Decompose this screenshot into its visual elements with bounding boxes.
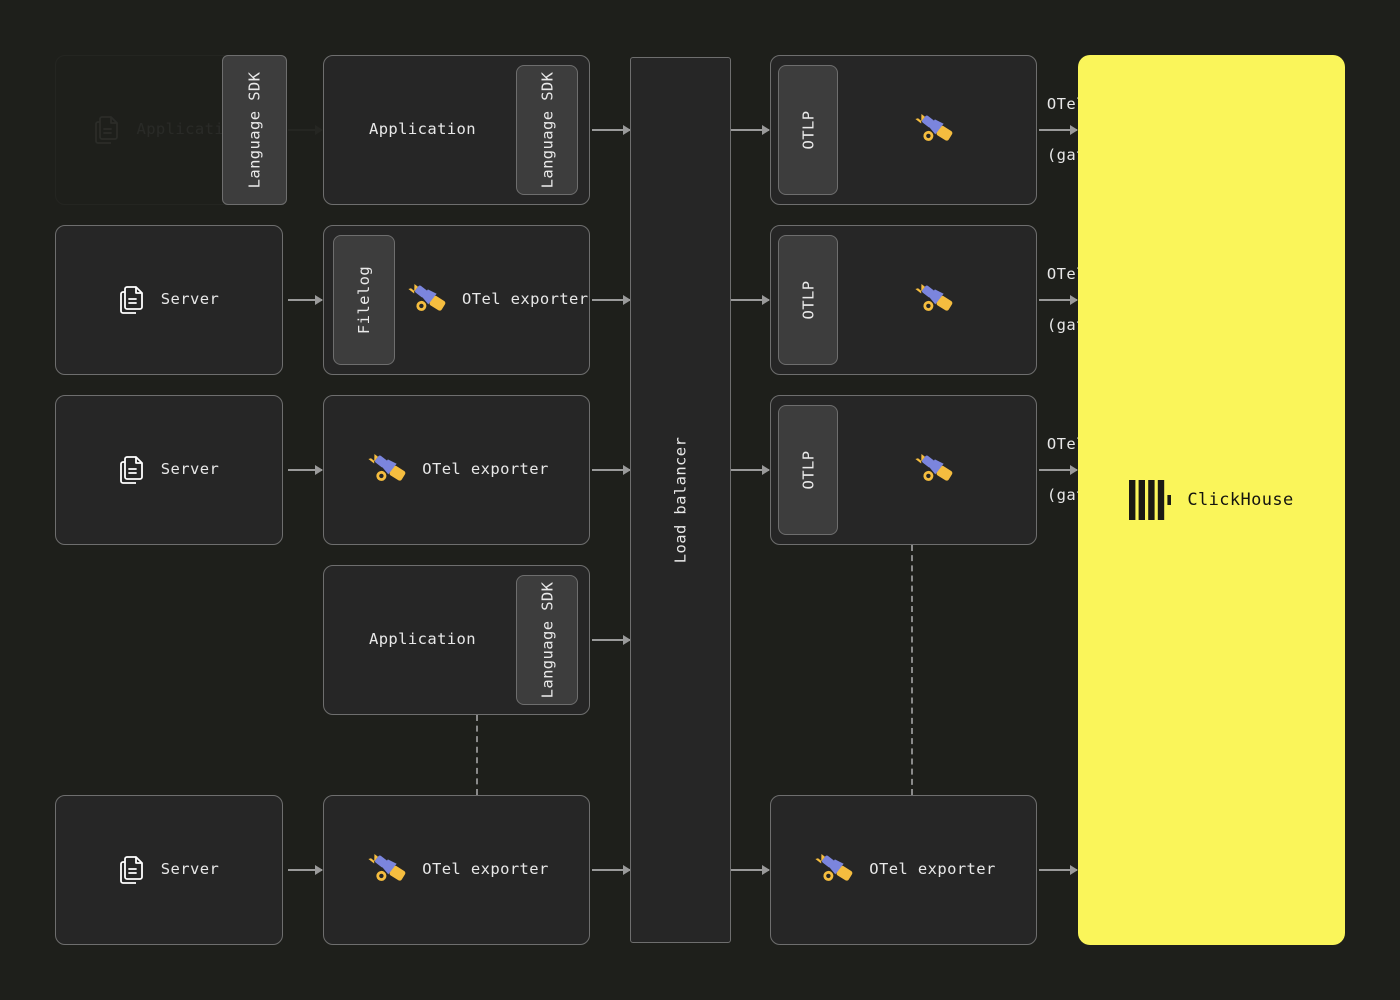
- otel-exporter-content-2: OTel exporter: [364, 446, 549, 494]
- otel-exporter-content-3: OTel exporter: [364, 846, 549, 894]
- arrow-exporter3-to-lb: [592, 869, 630, 871]
- server-node-1[interactable]: Server: [55, 225, 283, 375]
- filelog-exporter-content: OTel exporter: [404, 276, 589, 324]
- server-label-2: Server: [160, 460, 220, 479]
- language-sdk-label-1: Language SDK: [538, 71, 557, 189]
- otel-telescope-icon: [915, 283, 953, 311]
- filelog-label: Filelog: [355, 265, 373, 335]
- ghost-language-sdk-label: Language SDK: [245, 71, 264, 189]
- otel-exporter-label-1: OTel exporter: [462, 290, 589, 309]
- otel-telescope-icon: [368, 453, 406, 481]
- otel-exporter-label-3: OTel exporter: [422, 860, 549, 879]
- otlp-chip-1[interactable]: OTLP: [778, 65, 838, 195]
- server-content-3: Server: [119, 855, 219, 885]
- server-documents-icon: [119, 856, 143, 884]
- language-sdk-chip-2[interactable]: Language SDK: [516, 575, 578, 705]
- otel-exporter-node-3[interactable]: OTel exporter: [323, 795, 590, 945]
- clickhouse-panel[interactable]: ClickHouse: [1078, 55, 1345, 945]
- otlp-label-1: OTLP: [799, 110, 817, 150]
- otel-telescope-icon: [408, 283, 446, 311]
- arrow-exporter4-to-clickhouse: [1039, 869, 1077, 871]
- arrow-filelog-to-lb: [592, 299, 630, 301]
- otel-exporter-content-4: OTel exporter: [811, 846, 996, 894]
- server-label-3: Server: [160, 860, 220, 879]
- otel-exporter-node-4[interactable]: OTel exporter: [770, 795, 1037, 945]
- application-label-2: Application: [368, 630, 477, 649]
- dashed-link-app2-to-exporter3: [476, 715, 478, 795]
- arrow-lb-to-collector1: [731, 129, 769, 131]
- arrow-collector3-to-clickhouse: [1039, 469, 1077, 471]
- dashed-link-collector3-to-exporter4: [911, 545, 913, 795]
- server-content-1: Server: [119, 285, 219, 315]
- arrow-lb-to-collector2: [731, 299, 769, 301]
- otlp-label-3: OTLP: [799, 450, 817, 490]
- otlp-label-2: OTLP: [799, 280, 817, 320]
- arrow-exporter2-to-lb: [592, 469, 630, 471]
- arrow-server1-to-filelog: [288, 299, 322, 301]
- otlp-chip-3[interactable]: OTLP: [778, 405, 838, 535]
- clickhouse-bars-logo: [1129, 480, 1172, 520]
- arrow-server2-to-exporter2: [288, 469, 322, 471]
- load-balancer-label: Load balancer: [671, 436, 690, 564]
- arrow-collector1-to-clickhouse: [1039, 129, 1077, 131]
- otel-telescope-icon: [915, 453, 953, 481]
- otel-exporter-node-2[interactable]: OTel exporter: [323, 395, 590, 545]
- filelog-chip[interactable]: Filelog: [333, 235, 395, 365]
- arrow-server3-to-exporter3: [288, 869, 322, 871]
- clickhouse-label: ClickHouse: [1187, 490, 1294, 510]
- otlp-chip-2[interactable]: OTLP: [778, 235, 838, 365]
- clickhouse-brand: ClickHouse: [1129, 480, 1293, 520]
- otel-telescope-icon: [915, 113, 953, 141]
- ghost-arrow: [288, 129, 322, 131]
- language-sdk-label-2: Language SDK: [538, 581, 557, 699]
- arrow-app2-to-lb: [592, 639, 630, 641]
- arrow-lb-to-collector3: [731, 469, 769, 471]
- server-node-3[interactable]: Server: [55, 795, 283, 945]
- application-label-1: Application: [368, 120, 477, 139]
- server-node-2[interactable]: Server: [55, 395, 283, 545]
- server-label-1: Server: [160, 290, 220, 309]
- ghost-application-content: Application: [94, 115, 243, 145]
- otel-telescope-icon: [368, 853, 406, 881]
- server-content-2: Server: [119, 455, 219, 485]
- server-documents-icon: [119, 456, 143, 484]
- otel-exporter-label-4: OTel exporter: [869, 860, 996, 879]
- arrow-app1-to-lb: [592, 129, 630, 131]
- load-balancer-node[interactable]: Load balancer: [630, 57, 731, 943]
- server-documents-icon: [95, 116, 119, 144]
- arrow-lb-to-exporter4: [731, 869, 769, 871]
- ghost-application-label: Application: [136, 120, 244, 139]
- otel-telescope-icon: [815, 853, 853, 881]
- arrow-collector2-to-clickhouse: [1039, 299, 1077, 301]
- ghost-language-sdk-chip: Language SDK: [222, 55, 287, 205]
- otel-exporter-label-2: OTel exporter: [422, 460, 549, 479]
- server-documents-icon: [119, 286, 143, 314]
- language-sdk-chip-1[interactable]: Language SDK: [516, 65, 578, 195]
